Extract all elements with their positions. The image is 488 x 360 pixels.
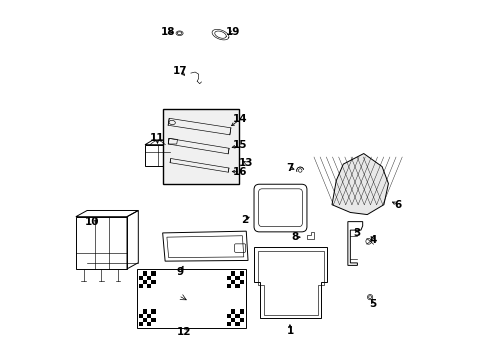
Text: 12: 12 xyxy=(177,327,191,337)
FancyBboxPatch shape xyxy=(163,109,239,184)
Bar xyxy=(231,280,235,284)
Text: 2: 2 xyxy=(241,215,248,225)
Bar xyxy=(231,318,235,322)
Bar xyxy=(231,271,235,276)
Bar xyxy=(239,271,244,276)
Text: 19: 19 xyxy=(225,27,240,37)
Text: 15: 15 xyxy=(233,140,247,150)
Text: 3: 3 xyxy=(353,228,360,238)
Text: 16: 16 xyxy=(233,167,247,176)
Bar xyxy=(239,280,244,284)
Text: 10: 10 xyxy=(84,217,99,227)
Bar xyxy=(139,276,142,280)
Text: 13: 13 xyxy=(239,158,253,168)
Bar xyxy=(239,318,244,322)
Bar xyxy=(151,318,155,322)
Text: 9: 9 xyxy=(176,267,183,278)
Bar xyxy=(226,322,231,327)
Bar xyxy=(235,284,239,288)
Bar xyxy=(226,314,231,318)
Bar xyxy=(142,310,147,314)
Text: 1: 1 xyxy=(286,326,293,336)
Text: 18: 18 xyxy=(160,27,175,37)
Bar xyxy=(139,284,142,288)
Bar xyxy=(231,310,235,314)
Text: 5: 5 xyxy=(369,299,376,309)
Bar xyxy=(235,276,239,280)
Bar xyxy=(147,314,151,318)
Bar xyxy=(151,310,155,314)
Text: 4: 4 xyxy=(369,235,376,245)
Text: 8: 8 xyxy=(291,232,298,242)
Bar xyxy=(147,322,151,327)
Text: 11: 11 xyxy=(149,133,164,143)
Bar xyxy=(147,276,151,280)
Bar xyxy=(142,271,147,276)
Bar xyxy=(142,280,147,284)
Bar xyxy=(235,314,239,318)
Polygon shape xyxy=(331,154,387,215)
Bar xyxy=(151,280,155,284)
Bar xyxy=(226,276,231,280)
Bar xyxy=(139,314,142,318)
Text: 14: 14 xyxy=(232,114,247,124)
Bar xyxy=(142,318,147,322)
Bar xyxy=(239,310,244,314)
Bar xyxy=(226,284,231,288)
Bar xyxy=(151,271,155,276)
Bar xyxy=(235,322,239,327)
Text: 7: 7 xyxy=(285,163,293,173)
Text: 17: 17 xyxy=(173,66,187,76)
Bar xyxy=(139,322,142,327)
Text: 6: 6 xyxy=(393,200,401,210)
Bar xyxy=(147,284,151,288)
